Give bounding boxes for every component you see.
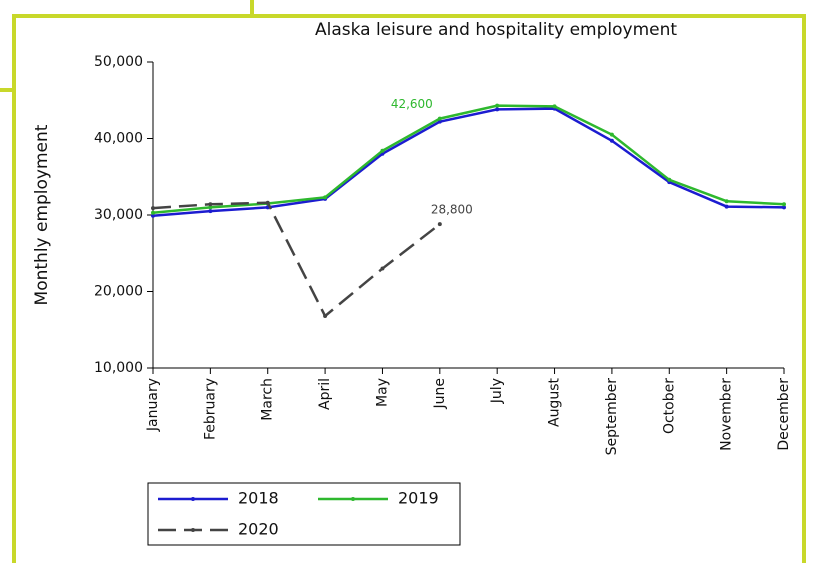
legend-marker [191,497,195,501]
point [782,205,786,210]
point [437,119,442,124]
series-line [152,104,785,214]
point [208,205,213,210]
x-tick-label: November [719,378,735,451]
x-tick-label: May [374,378,390,407]
legend-marker [191,528,195,532]
point [437,222,442,227]
point [151,210,155,215]
value-label: 42,600 [391,97,433,111]
chart-title: Alaska leisure and hospitality employmen… [315,20,677,40]
point [495,103,500,108]
point [323,195,328,200]
x-tick-label: April [317,378,333,410]
point [208,209,213,214]
point [667,177,672,182]
series-line [152,201,441,318]
point [609,138,614,143]
point [380,148,385,153]
frame-border [12,14,806,563]
legend-label: 2018 [238,489,279,508]
x-tick-label: June [432,378,448,410]
x-tick-label: March [260,378,276,421]
x-tick-label: December [776,378,792,451]
x-tick-label: September [604,378,620,456]
point [495,107,500,112]
x-tick-label: July [489,378,505,404]
x-tick-label: October [661,378,677,434]
point [724,199,729,204]
point [609,132,614,137]
point [208,202,213,207]
y-tick-label: 40,000 [94,131,143,147]
point [265,200,270,205]
y-axis-label: Monthly employment [32,124,52,305]
point [323,313,328,318]
y-tick-label: 20,000 [94,284,143,300]
point [724,204,729,209]
point [151,213,155,218]
legend-marker [351,497,355,501]
y-tick-label: 30,000 [94,207,143,223]
value-label: 28,800 [431,203,473,217]
series-line [152,107,785,218]
point [151,206,155,211]
legend [147,482,461,546]
point [437,116,442,121]
legend-label: 2020 [238,520,279,539]
x-tick-label: February [202,378,218,440]
point [380,266,385,271]
x-tick-label: August [547,377,563,427]
point [782,202,786,207]
legend-label: 2019 [398,489,439,508]
x-tick-label: January [145,378,161,432]
y-tick-label: 10,000 [94,360,143,376]
point [552,104,557,109]
y-tick-label: 50,000 [94,54,143,70]
